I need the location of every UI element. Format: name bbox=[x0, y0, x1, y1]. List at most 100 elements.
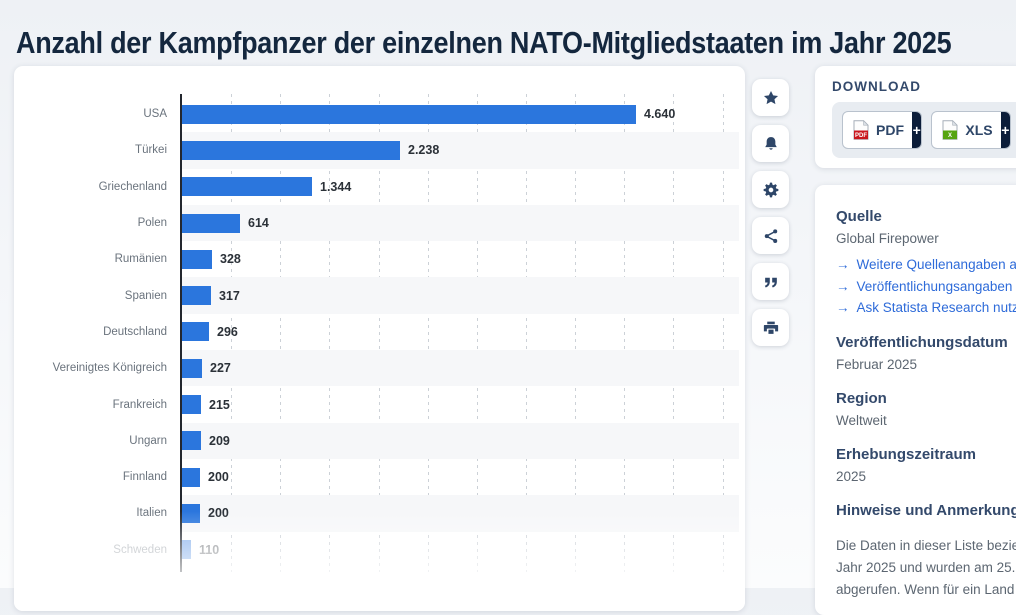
chart-row: Deutschland 296 bbox=[14, 314, 739, 350]
plus-icon[interactable]: + bbox=[912, 112, 921, 148]
chart-row: Türkei 2.238 bbox=[14, 132, 739, 168]
source-link[interactable]: →Weitere Quellenangaben anzeigen bbox=[836, 254, 1016, 276]
plot-area: 110 bbox=[180, 532, 739, 568]
chart-row: Schweden 110 bbox=[14, 532, 739, 568]
star-icon bbox=[762, 89, 780, 107]
bar bbox=[180, 431, 201, 450]
download-button-label: XLS bbox=[965, 122, 1000, 138]
source-link-label[interactable]: Ask Statista Research nutzen bbox=[857, 300, 1016, 315]
bar bbox=[180, 105, 636, 124]
plot-area: 317 bbox=[180, 277, 739, 313]
source-link-label[interactable]: Weitere Quellenangaben anzeigen bbox=[857, 257, 1016, 272]
star-button[interactable] bbox=[752, 79, 789, 116]
value-label: 296 bbox=[217, 325, 238, 339]
print-button[interactable] bbox=[752, 309, 789, 346]
category-label: Finnland bbox=[14, 471, 180, 483]
plot-area: 1.344 bbox=[180, 169, 739, 205]
source-link[interactable]: → Veröffentlichungsangaben bbox=[836, 276, 1016, 298]
bar bbox=[180, 141, 400, 160]
bar bbox=[180, 395, 201, 414]
share-button[interactable] bbox=[752, 217, 789, 254]
category-label: Italien bbox=[14, 507, 180, 519]
value-label: 2.238 bbox=[408, 143, 439, 157]
source-heading: Quelle bbox=[836, 207, 1016, 227]
value-label: 200 bbox=[208, 470, 229, 484]
published-heading: Veröffentlichungsdatum bbox=[836, 333, 1016, 353]
plot-area: 614 bbox=[180, 205, 739, 241]
quote-icon bbox=[762, 273, 780, 291]
download-heading: DOWNLOAD bbox=[832, 79, 1016, 94]
bar bbox=[180, 286, 211, 305]
download-button-label: PDF bbox=[876, 122, 912, 138]
print-icon bbox=[762, 319, 780, 337]
survey-value: 2025 bbox=[836, 467, 1016, 487]
category-label: Spanien bbox=[14, 290, 180, 302]
source-link[interactable]: → Ask Statista Research nutzen bbox=[836, 297, 1016, 319]
category-label: Frankreich bbox=[14, 399, 180, 411]
category-label: USA bbox=[14, 108, 180, 120]
bell-icon bbox=[762, 135, 780, 153]
value-label: 227 bbox=[210, 361, 231, 375]
svg-text:PDF: PDF bbox=[855, 133, 867, 139]
value-label: 215 bbox=[209, 398, 230, 412]
category-label: Rumänien bbox=[14, 253, 180, 265]
plot-area: 200 bbox=[180, 495, 739, 531]
pdf-file-icon: PDF bbox=[843, 120, 876, 140]
plus-icon[interactable]: + bbox=[1001, 112, 1011, 148]
bar bbox=[180, 468, 200, 487]
chart-row: Spanien 317 bbox=[14, 277, 739, 313]
arrow-right-icon: → bbox=[836, 279, 850, 294]
published-value: Februar 2025 bbox=[836, 355, 1016, 375]
chart-row: Polen 614 bbox=[14, 205, 739, 241]
note-line: Jahr 2025 und wurden am 25. Februar 2025 bbox=[836, 557, 1016, 579]
download-xls-button[interactable]: X XLS+ bbox=[931, 111, 1011, 149]
bar bbox=[180, 359, 202, 378]
arrow-right-icon: → bbox=[836, 300, 850, 315]
plot-area: 209 bbox=[180, 423, 739, 459]
source-link-label[interactable]: Veröffentlichungsangaben bbox=[857, 279, 1013, 294]
xls-file-icon: X bbox=[932, 120, 965, 140]
value-label: 328 bbox=[220, 252, 241, 266]
category-label: Deutschland bbox=[14, 326, 180, 338]
bar bbox=[180, 177, 312, 196]
chart-row: Rumänien 328 bbox=[14, 241, 739, 277]
value-label: 110 bbox=[199, 543, 219, 557]
value-label: 317 bbox=[219, 289, 240, 303]
category-label: Polen bbox=[14, 217, 180, 229]
source-links: →Weitere Quellenangaben anzeigen→Veröffe… bbox=[836, 254, 1016, 319]
bar bbox=[180, 250, 212, 269]
bar bbox=[180, 322, 209, 341]
source-name: Global Firepower bbox=[836, 229, 1016, 249]
chart-axis-line bbox=[180, 94, 182, 572]
note-line: abgerufen. Wenn für ein Land keine Daten… bbox=[836, 579, 1016, 601]
value-label: 614 bbox=[248, 216, 269, 230]
svg-text:X: X bbox=[948, 133, 952, 139]
plot-area: 328 bbox=[180, 241, 739, 277]
plot-area: 4.640 bbox=[180, 96, 739, 132]
survey-heading: Erhebungszeitraum bbox=[836, 445, 1016, 465]
bar bbox=[180, 504, 200, 523]
value-label: 4.640 bbox=[644, 107, 675, 121]
details-card: Quelle Global Firepower →Weitere Quellen… bbox=[815, 185, 1016, 615]
gear-button[interactable] bbox=[752, 171, 789, 208]
chart-row: USA 4.640 bbox=[14, 96, 739, 132]
region-heading: Region bbox=[836, 389, 1016, 409]
quote-button[interactable] bbox=[752, 263, 789, 300]
category-label: Schweden bbox=[14, 544, 180, 556]
chart-row: Vereinigtes Königreich 227 bbox=[14, 350, 739, 386]
plot-area: 200 bbox=[180, 459, 739, 495]
category-label: Vereinigtes Königreich bbox=[14, 362, 180, 374]
value-label: 1.344 bbox=[320, 180, 351, 194]
plot-area: 296 bbox=[180, 314, 739, 350]
chart-toolbar bbox=[752, 79, 789, 355]
category-label: Türkei bbox=[14, 144, 180, 156]
bell-button[interactable] bbox=[752, 125, 789, 162]
gear-icon bbox=[762, 181, 780, 199]
